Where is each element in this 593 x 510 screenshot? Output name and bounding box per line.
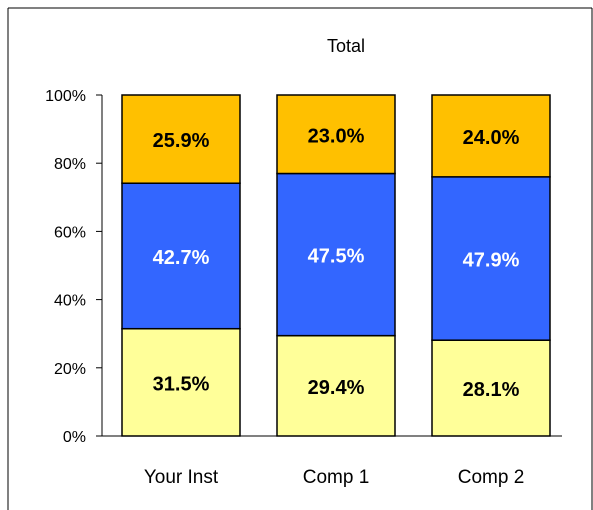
bar-segment: [121, 327, 241, 437]
bar-segment: [121, 182, 241, 330]
y-tick-label: 40%: [54, 293, 86, 310]
y-axis-ticks: 0% 20% 40% 60% 80% 100%: [45, 88, 102, 446]
y-tick-label: 80%: [54, 156, 86, 173]
y-tick-label: 0%: [63, 429, 86, 446]
data-label: 29.4%: [308, 377, 365, 399]
data-label: 25.9%: [153, 130, 210, 152]
data-label: 23.0%: [308, 125, 365, 147]
data-label: 42.7%: [153, 247, 210, 269]
bar-segment: [431, 94, 551, 178]
bar-segment: [431, 176, 551, 341]
chart-title: Total: [327, 36, 365, 56]
x-axis-labels: Your Inst Comp 1 Comp 2: [144, 467, 524, 488]
bar-segment: [276, 94, 396, 175]
x-category-label: Comp 2: [458, 467, 525, 488]
x-category-label: Comp 1: [303, 467, 370, 488]
y-tick-label: 20%: [54, 361, 86, 378]
x-category-label: Your Inst: [144, 467, 219, 488]
y-tick-label: 60%: [54, 224, 86, 241]
data-label: 24.0%: [463, 127, 520, 149]
data-label: 28.1%: [463, 379, 520, 401]
bar-segment: [276, 334, 396, 437]
data-label: 47.5%: [308, 246, 365, 268]
y-tick-label: 100%: [45, 88, 86, 105]
bar-segment: [276, 172, 396, 337]
data-label: 31.5%: [153, 373, 210, 395]
data-label: 47.9%: [463, 250, 520, 272]
bar-segment: [121, 94, 241, 184]
bars: 31.5% 42.7% 25.9% 29.4% 47.5% 23.0% 28.1% 47.9%…: [121, 94, 551, 437]
